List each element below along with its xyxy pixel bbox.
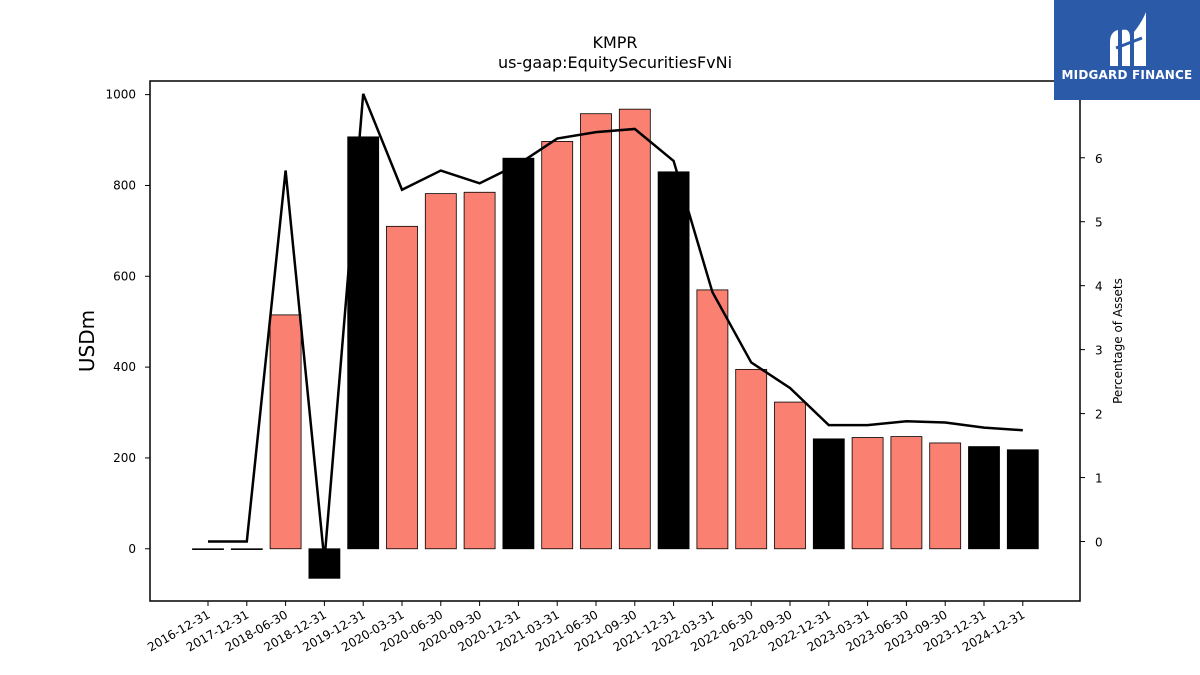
bar-2021-09-30 <box>618 108 651 550</box>
bar-2020-06-30 <box>424 193 457 550</box>
bar-2022-12-31 <box>812 438 845 550</box>
y2-tick-label: 0 <box>1095 536 1103 550</box>
bar-2021-03-31 <box>541 141 574 550</box>
bar-2023-12-31 <box>968 446 1000 550</box>
bar-2022-09-30 <box>774 401 806 550</box>
chart-subtitle: us-gaap:EquitySecuritiesFvNi <box>498 53 732 72</box>
bar-2020-09-30 <box>463 191 496 550</box>
bars-group <box>192 108 1039 579</box>
line-group <box>208 93 1023 561</box>
y2-tick-label: 1 <box>1095 472 1103 486</box>
bar-2021-06-30 <box>580 113 612 550</box>
bar-2019-12-31 <box>347 136 380 550</box>
y2-axis-label: Percentage of Assets <box>1111 278 1125 404</box>
bar-2023-09-30 <box>929 442 962 550</box>
bar-2016-12-31 <box>192 548 224 550</box>
bar-2023-03-31 <box>851 437 884 550</box>
y-tick-label: 200 <box>113 451 136 465</box>
y2-tick-label: 3 <box>1095 344 1103 358</box>
y2-tick-label: 6 <box>1095 152 1103 166</box>
logo-text: MIDGARD FINANCE <box>1061 68 1193 82</box>
right-axis: 01234567 <box>1080 88 1103 550</box>
bar-2017-12-31 <box>230 548 263 550</box>
y2-tick-label: 2 <box>1095 408 1103 422</box>
y-axis-label: USDm <box>75 310 99 372</box>
bar-2020-03-31 <box>386 225 418 550</box>
bar-2023-06-30 <box>890 436 923 550</box>
chart-title: KMPR <box>592 33 637 52</box>
x-axis: 2016-12-312017-12-312018-06-302018-12-31… <box>145 601 1027 654</box>
y-tick-label: 800 <box>113 178 136 192</box>
bar-2021-12-31 <box>657 171 690 550</box>
y2-tick-label: 5 <box>1095 216 1103 230</box>
y2-tick-label: 4 <box>1095 280 1103 294</box>
brand-logo: MIDGARD FINANCE <box>1054 0 1200 100</box>
bar-2020-12-31 <box>502 157 535 550</box>
y-tick-label: 0 <box>128 542 136 556</box>
percentage-line <box>208 93 1023 561</box>
bar-2024-12-31 <box>1006 449 1039 550</box>
left-axis: 0 200 400 600 800 1000 <box>105 88 150 556</box>
y-tick-label: 1000 <box>105 88 136 102</box>
bar-2018-06-30 <box>269 314 302 550</box>
y-tick-label: 400 <box>113 360 136 374</box>
bar-2022-03-31 <box>696 289 729 550</box>
midgard-logo-icon <box>1110 12 1146 67</box>
y-tick-label: 600 <box>113 269 136 283</box>
plot-frame <box>149 80 1081 602</box>
bar-2022-06-30 <box>735 368 768 550</box>
